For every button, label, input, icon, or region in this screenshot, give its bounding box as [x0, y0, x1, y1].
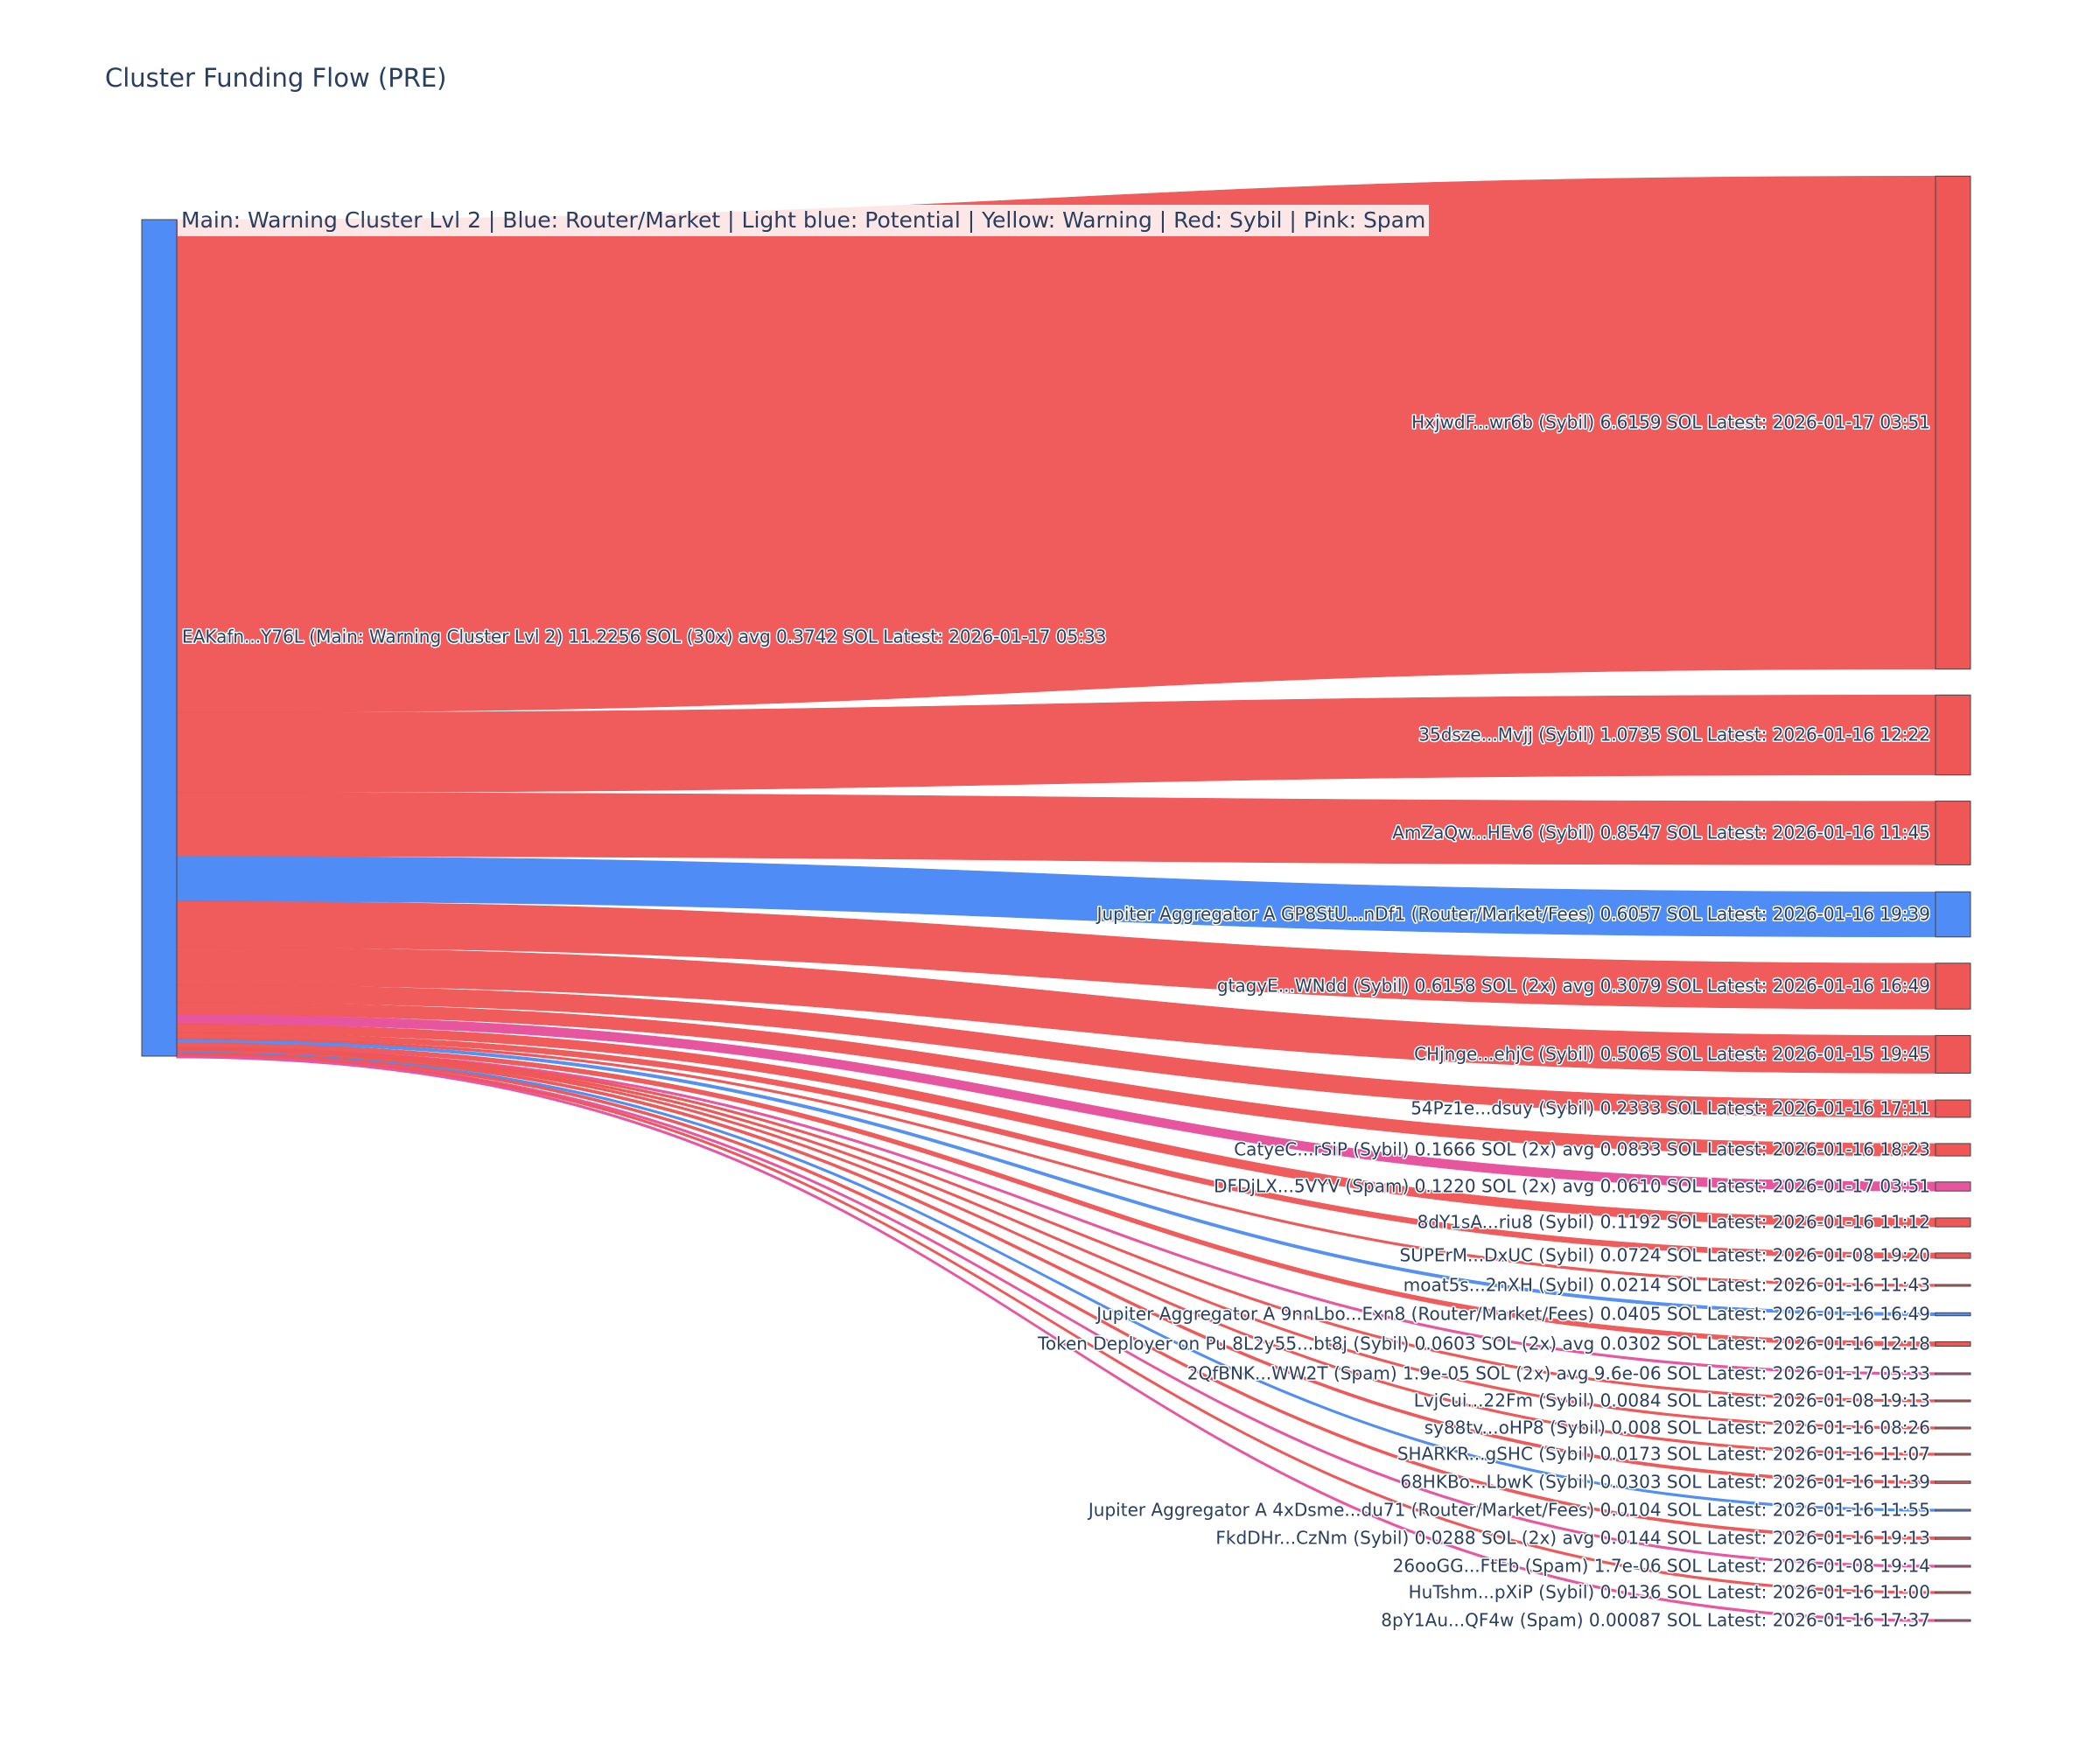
sankey-labels: EAKafn...Y76L (Main: Warning Cluster Lvl… — [181, 410, 1932, 1632]
target-node[interactable] — [1935, 1452, 1971, 1456]
target-node-label: CHjnge...ehjC (Sybil) 0.5065 SOL Latest:… — [1414, 1044, 1930, 1065]
source-node-label: EAKafn...Y76L (Main: Warning Cluster Lvl… — [182, 626, 1106, 648]
target-node[interactable] — [1935, 1181, 1971, 1192]
target-node[interactable] — [1935, 1340, 1971, 1348]
target-node-label: 8dY1sA...riu8 (Sybil) 0.1192 SOL Latest:… — [1418, 1212, 1930, 1233]
target-node-label: 68HKBo...LbwK (Sybil) 0.0303 SOL Latest:… — [1400, 1472, 1930, 1493]
target-node[interactable] — [1935, 1284, 1971, 1287]
chart-title: Cluster Funding Flow (PRE) — [105, 63, 447, 93]
sankey-nodes — [141, 175, 1971, 1622]
target-node-label: CatyeC...rSiP (Sybil) 0.1666 SOL (2x) av… — [1234, 1139, 1930, 1160]
target-node-label: Token Deployer on Pu 8L2y55...bt8j (Sybi… — [1037, 1334, 1930, 1354]
target-node[interactable] — [1935, 1034, 1971, 1074]
target-node-label: 54Pz1e...dsuy (Sybil) 0.2333 SOL Latest:… — [1410, 1098, 1930, 1119]
target-node[interactable] — [1935, 891, 1971, 938]
target-node-label: sy88tv...oHP8 (Sybil) 0.008 SOL Latest: … — [1424, 1418, 1930, 1438]
target-node-label: 2QfBNK...WW2T (Spam) 1.9e-05 SOL (2x) av… — [1187, 1363, 1930, 1384]
target-node[interactable] — [1935, 1143, 1971, 1157]
target-node[interactable] — [1935, 801, 1971, 865]
target-node-label: LvjCui...22Fm (Sybil) 0.0084 SOL Latest:… — [1414, 1390, 1930, 1411]
target-node[interactable] — [1935, 1399, 1971, 1403]
target-node[interactable] — [1935, 1372, 1971, 1376]
target-node-label: moat5s...2nXH (Sybil) 0.0214 SOL Latest:… — [1404, 1275, 1930, 1296]
target-node-label: HuTshm...pXiP (Sybil) 0.0136 SOL Latest:… — [1409, 1582, 1930, 1603]
target-node-label: SHARKR...gSHC (Sybil) 0.0173 SOL Latest:… — [1397, 1444, 1930, 1465]
target-node[interactable] — [1935, 1252, 1971, 1259]
target-node-label: AmZaQw...HEv6 (Sybil) 0.8547 SOL Latest:… — [1392, 822, 1930, 844]
target-node[interactable] — [1935, 1312, 1971, 1317]
target-node-label: Jupiter Aggregator A 9nnLbo...Exn8 (Rout… — [1095, 1304, 1930, 1325]
target-node[interactable] — [1935, 1508, 1971, 1512]
legend-annotation: Main: Warning Cluster Lvl 2 | Blue: Rout… — [178, 205, 1430, 236]
target-node[interactable] — [1935, 1536, 1971, 1540]
target-node[interactable] — [1935, 1426, 1971, 1430]
target-node-label: HxjwdF...wr6b (Sybil) 6.6159 SOL Latest:… — [1411, 412, 1930, 433]
target-node-label: FkdDHr...CzNm (Sybil) 0.0288 SOL (2x) av… — [1215, 1528, 1930, 1549]
target-node[interactable] — [1935, 1591, 1971, 1594]
target-node-label: 35dsze...Mvjj (Sybil) 1.0735 SOL Latest:… — [1418, 724, 1930, 746]
source-node[interactable] — [141, 219, 178, 1057]
target-node[interactable] — [1935, 1619, 1971, 1622]
target-node[interactable] — [1935, 1099, 1971, 1118]
target-node[interactable] — [1935, 175, 1971, 670]
target-node-label: SUPErM...DxUC (Sybil) 0.0724 SOL Latest:… — [1400, 1245, 1930, 1266]
target-node[interactable] — [1935, 962, 1971, 1010]
target-node-label: Jupiter Aggregator A 4xDsme...du71 (Rout… — [1087, 1500, 1930, 1521]
sankey-links — [176, 176, 1936, 1622]
target-node-label: 26ooGG...FtEb (Spam) 1.7e-06 SOL Latest:… — [1393, 1556, 1930, 1577]
target-node-label: gtagyE...WNdd (Sybil) 0.6158 SOL (2x) av… — [1217, 976, 1930, 997]
target-node[interactable] — [1935, 1480, 1971, 1484]
target-node[interactable] — [1935, 1217, 1971, 1228]
target-node[interactable] — [1935, 1564, 1971, 1568]
target-node-label: DFDjLX...5VYV (Spam) 0.1220 SOL (2x) avg… — [1214, 1176, 1930, 1197]
target-node-label: Jupiter Aggregator A GP8StU...nDf1 (Rout… — [1096, 904, 1930, 925]
target-node[interactable] — [1935, 694, 1971, 776]
target-node-label: 8pY1Au...QF4w (Spam) 0.00087 SOL Latest:… — [1381, 1610, 1930, 1631]
